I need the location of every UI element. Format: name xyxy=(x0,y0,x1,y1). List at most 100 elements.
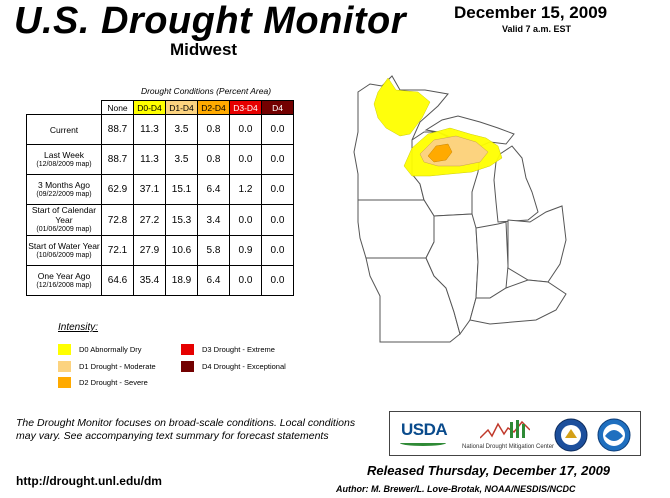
midwest-drought-map xyxy=(353,75,567,343)
table-cell: 0.0 xyxy=(261,235,294,266)
table-cell: 0.0 xyxy=(229,204,262,236)
table-header-row: None D0-D4 D1-D4 D2-D4 D3-D4 D4 xyxy=(27,100,294,115)
legend-label-d0: D0 Abnormally Dry xyxy=(79,345,142,354)
column-header-d4: D4 xyxy=(261,100,294,115)
intensity-title: Intensity: xyxy=(58,322,99,333)
legend-swatch-d0 xyxy=(58,344,71,355)
table-cell: 15.1 xyxy=(165,174,198,205)
table-cell: 1.2 xyxy=(229,174,262,205)
table-caption: Drought Conditions (Percent Area) xyxy=(140,86,272,96)
column-header-d1-d4: D1-D4 xyxy=(165,100,198,115)
table-row: 3 Months Ago (09/22/2009 map) 62.9 37.1 15.1… xyxy=(26,174,294,205)
table-cell: 0.9 xyxy=(229,235,262,266)
row-label-sub: (09/22/2009 map) xyxy=(36,190,92,198)
table-cell: 72.1 xyxy=(101,235,134,266)
table-cell: 10.6 xyxy=(165,235,198,266)
table-cell: 6.4 xyxy=(197,265,230,296)
author-credit: Author: M. Brewer/L. Love-Brotak, NOAA/N… xyxy=(336,484,576,494)
table-cell: 3.5 xyxy=(165,144,198,175)
row-label-main: Start of Water Year xyxy=(28,240,100,251)
state-kentucky xyxy=(469,279,567,325)
legend-item-d2: D2 Drought - Severe xyxy=(58,377,148,388)
table-cell: 35.4 xyxy=(133,265,166,296)
legend-item-d0: D0 Abnormally Dry xyxy=(58,344,142,355)
legend-swatch-d3 xyxy=(181,344,194,355)
table-cell: 0.0 xyxy=(229,144,262,175)
usda-swoosh-icon xyxy=(400,440,446,446)
state-ohio xyxy=(507,205,567,283)
table-cell: 3.5 xyxy=(165,114,198,145)
map-date: December 15, 2009 xyxy=(454,3,608,22)
table-cell: 15.3 xyxy=(165,204,198,236)
table-cell: 18.9 xyxy=(165,265,198,296)
table-cell: 0.0 xyxy=(261,144,294,175)
table-cell: 62.9 xyxy=(101,174,134,205)
row-label: Current xyxy=(26,114,102,145)
ndmc-logo-text: National Drought Mitigation Center xyxy=(462,444,555,450)
table-cell: 11.3 xyxy=(133,144,166,175)
row-label-sub: (12/08/2009 map) xyxy=(36,160,92,168)
table-row: Current 88.7 11.3 3.5 0.8 0.0 0.0 xyxy=(26,114,294,145)
state-michigan-lp xyxy=(493,145,539,223)
table-row: Last Week (12/08/2009 map) 88.7 11.3 3.5 0.8 0… xyxy=(26,144,294,175)
column-header-none: None xyxy=(101,100,134,115)
drought-area-d0-minnesota xyxy=(373,77,431,137)
legend-item-d4: D4 Drought - Exceptional xyxy=(181,361,286,372)
table-cell: 27.9 xyxy=(133,235,166,266)
legend-label-d1: D1 Drought - Moderate xyxy=(79,362,156,371)
column-header-d2-d4: D2-D4 xyxy=(197,100,230,115)
table-cell: 5.8 xyxy=(197,235,230,266)
table-cell: 0.0 xyxy=(261,174,294,205)
region-label: Midwest xyxy=(170,40,238,59)
table-row: Start of Calendar Year (01/06/2009 map) 72… xyxy=(26,204,294,236)
legend-label-d3: D3 Drought - Extreme xyxy=(202,345,275,354)
state-iowa xyxy=(357,199,435,259)
page-title: U.S. Drought Monitor xyxy=(14,0,407,42)
table-cell: 72.8 xyxy=(101,204,134,236)
legend-item-d3: D3 Drought - Extreme xyxy=(181,344,275,355)
ndmc-logo-icon xyxy=(480,420,530,439)
table-cell: 0.0 xyxy=(261,114,294,145)
legend-label-d4: D4 Drought - Exceptional xyxy=(202,362,286,371)
noaa-logo-icon xyxy=(597,418,631,452)
row-label-main: One Year Ago xyxy=(37,270,91,281)
table-cell: 0.0 xyxy=(229,114,262,145)
table-cell: 0.8 xyxy=(197,144,230,175)
legend-item-d1: D1 Drought - Moderate xyxy=(58,361,156,372)
table-cell: 27.2 xyxy=(133,204,166,236)
table-cell: 6.4 xyxy=(197,174,230,205)
drought-conditions-table: None D0-D4 D1-D4 D2-D4 D3-D4 D4 Current 8… xyxy=(26,100,294,296)
table-cell: 0.0 xyxy=(229,265,262,296)
table-cell: 64.6 xyxy=(101,265,134,296)
state-indiana xyxy=(475,221,509,299)
table-cell: 3.4 xyxy=(197,204,230,236)
valid-time: Valid 7 a.m. EST xyxy=(502,24,572,34)
row-label-sub: (12/16/2008 map) xyxy=(36,281,92,289)
table-row: Start of Water Year (10/06/2009 map) 72.1 2… xyxy=(26,235,294,266)
row-label-main: 3 Months Ago xyxy=(38,179,90,190)
legend-label-d2: D2 Drought - Severe xyxy=(79,378,148,387)
table-cell: 11.3 xyxy=(133,114,166,145)
column-header-d3-d4: D3-D4 xyxy=(229,100,262,115)
drought-monitor-url[interactable]: http://drought.unl.edu/dm xyxy=(16,474,162,488)
row-label: Last Week (12/08/2009 map) xyxy=(26,144,102,175)
row-label: Start of Calendar Year (01/06/2009 map) xyxy=(26,204,102,236)
table-corner xyxy=(27,101,102,115)
legend-swatch-d2 xyxy=(58,377,71,388)
table-cell: 0.0 xyxy=(261,265,294,296)
usda-logo: USDA xyxy=(401,420,448,439)
row-label: 3 Months Ago (09/22/2009 map) xyxy=(26,174,102,205)
row-label-main: Last Week xyxy=(43,149,84,160)
row-label-sub: (10/06/2009 map) xyxy=(36,251,92,259)
row-label: Start of Water Year (10/06/2009 map) xyxy=(26,235,102,266)
doc-seal-icon xyxy=(554,418,588,452)
table-cell: 0.8 xyxy=(197,114,230,145)
column-header-d0-d4: D0-D4 xyxy=(133,100,166,115)
table-cell: 88.7 xyxy=(101,144,134,175)
table-cell: 88.7 xyxy=(101,114,134,145)
row-label-main: Current xyxy=(49,124,79,135)
row-label: One Year Ago (12/16/2008 map) xyxy=(26,265,102,296)
legend-swatch-d4 xyxy=(181,361,194,372)
release-date: Released Thursday, December 17, 2009 xyxy=(367,463,611,478)
table-cell: 37.1 xyxy=(133,174,166,205)
